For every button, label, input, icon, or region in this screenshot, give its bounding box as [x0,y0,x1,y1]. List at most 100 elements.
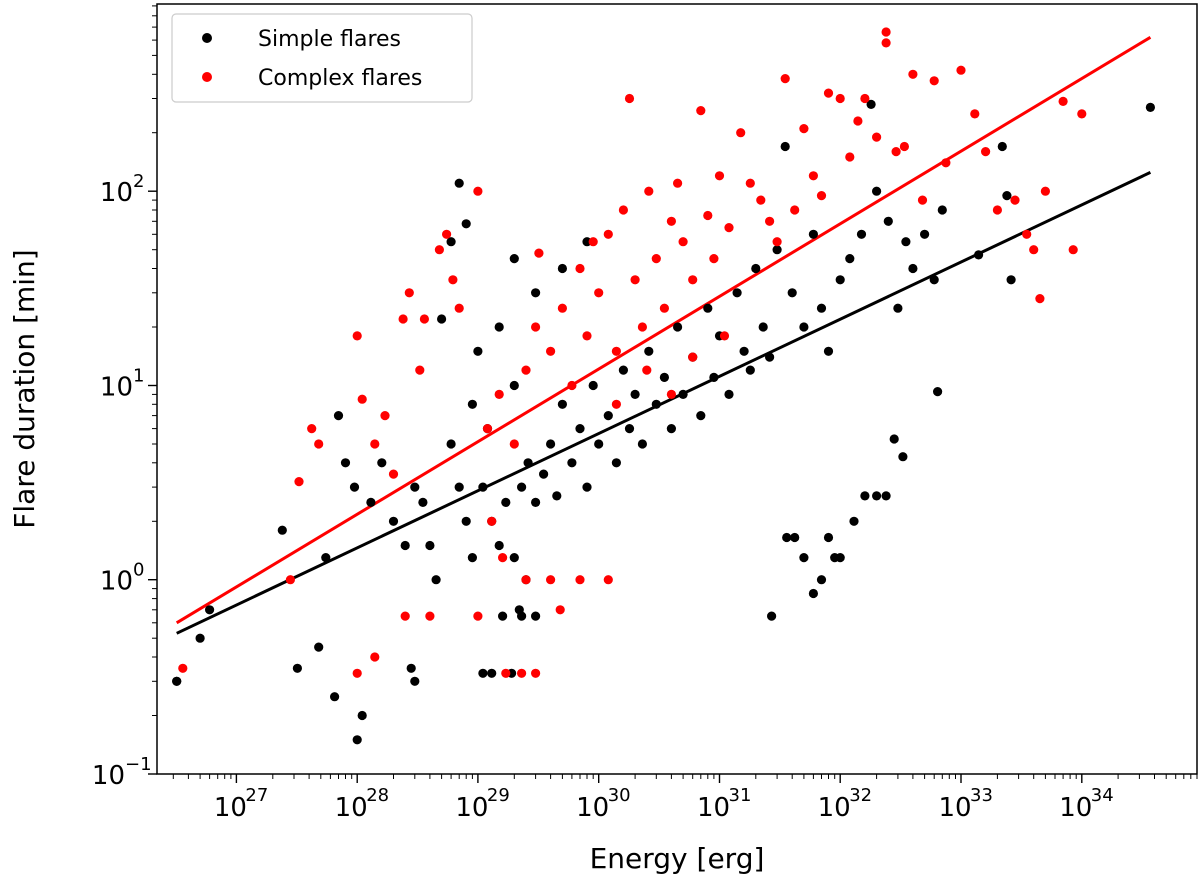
data-point-complex [575,575,585,585]
data-point-simple [352,735,362,745]
data-point-simple [333,411,344,421]
data-point-complex [575,263,585,274]
data-point-simple [835,553,845,563]
legend-marker-complex [202,72,212,82]
data-point-simple [454,482,464,492]
data-point-complex [719,331,730,341]
data-point-simple [494,322,504,332]
data-point-simple [611,458,622,468]
data-point-complex [415,365,425,375]
data-point-simple [767,611,777,621]
data-point-simple [478,482,488,492]
data-point-simple [823,532,834,543]
data-point-simple [898,452,908,462]
data-point-simple [509,254,519,264]
y-tick-exponent: −1 [125,754,152,775]
data-point-complex [494,389,504,399]
data-point-simple [410,482,420,492]
data-point-simple [933,387,943,397]
data-point-complex [624,93,635,104]
data-point-simple [377,458,387,468]
data-point-simple [446,439,456,449]
data-point-simple [467,399,477,409]
data-point-simple [531,497,541,507]
data-point-complex [611,346,622,356]
data-point-complex [294,477,304,487]
data-point-complex [678,237,688,247]
y-tick-exponent: 1 [133,366,144,387]
data-point-simple [630,389,640,399]
fit-line-complex [175,36,1152,625]
x-tick-label: 10 [214,793,247,823]
data-point-simple [816,303,827,313]
data-point-simple [400,540,410,551]
data-point-complex [487,516,497,526]
data-point-complex [745,178,755,188]
data-point-complex [352,668,362,678]
data-point-complex [603,229,613,239]
x-tick-exponent: 29 [487,785,510,806]
data-point-simple [314,642,324,652]
data-point-complex [765,216,775,226]
data-point-complex [1040,186,1050,196]
data-point-simple [765,352,775,362]
data-point-simple [523,458,533,468]
data-point-simple [431,575,441,585]
data-point-complex [1068,245,1078,255]
data-point-simple [478,668,488,678]
data-point-simple [340,458,351,468]
data-point-simple [172,676,182,686]
data-point-simple [437,314,447,324]
x-tick-exponent: 30 [608,785,631,806]
data-point-complex [929,76,939,86]
data-point-complex [357,394,367,404]
data-point-simple [425,540,435,551]
y-axis-label: Flare duration [min] [8,249,41,528]
data-point-simple [582,482,592,492]
data-point-simple [461,219,471,229]
data-point-simple [997,141,1007,152]
x-tick-label: 10 [697,793,730,823]
data-point-complex [588,237,598,247]
data-point-complex [853,116,863,126]
data-point-simple [501,497,511,507]
data-point-complex [473,611,483,621]
x-tick-label: 10 [335,793,368,823]
data-point-simple [881,491,891,501]
data-point-complex [835,93,845,104]
data-point-complex [473,186,483,196]
data-point-simple [1002,191,1012,201]
data-point-complex [666,389,677,399]
data-point-simple [517,611,527,621]
data-point-complex [872,132,882,142]
legend-marker-simple [202,33,212,43]
data-point-complex [434,245,444,255]
data-point-simple [498,611,508,621]
data-point-simple [467,553,477,563]
plot-frame [156,3,1198,775]
data-point-complex [714,171,725,181]
data-point-simple [618,365,629,375]
data-point-simple [745,365,755,375]
legend: Simple flares Complex flares [171,13,473,103]
data-point-simple [603,411,613,421]
x-tick-exponent: 28 [366,785,389,806]
data-point-simple [509,553,519,563]
x-tick-label: 10 [938,793,971,823]
legend-box [171,13,473,103]
data-point-simple [321,553,331,563]
data-point-simple [487,668,497,678]
data-point-complex [582,331,592,341]
data-point-simple [552,491,562,501]
data-point-complex [908,69,918,79]
data-point-simple [637,439,648,449]
data-point-simple [799,322,809,332]
data-point-simple [849,516,859,526]
x-tick-exponent: 32 [849,785,872,806]
x-axis-label: Energy [erg] [590,842,765,875]
data-point-simple [651,399,661,409]
data-point-complex [673,178,683,188]
